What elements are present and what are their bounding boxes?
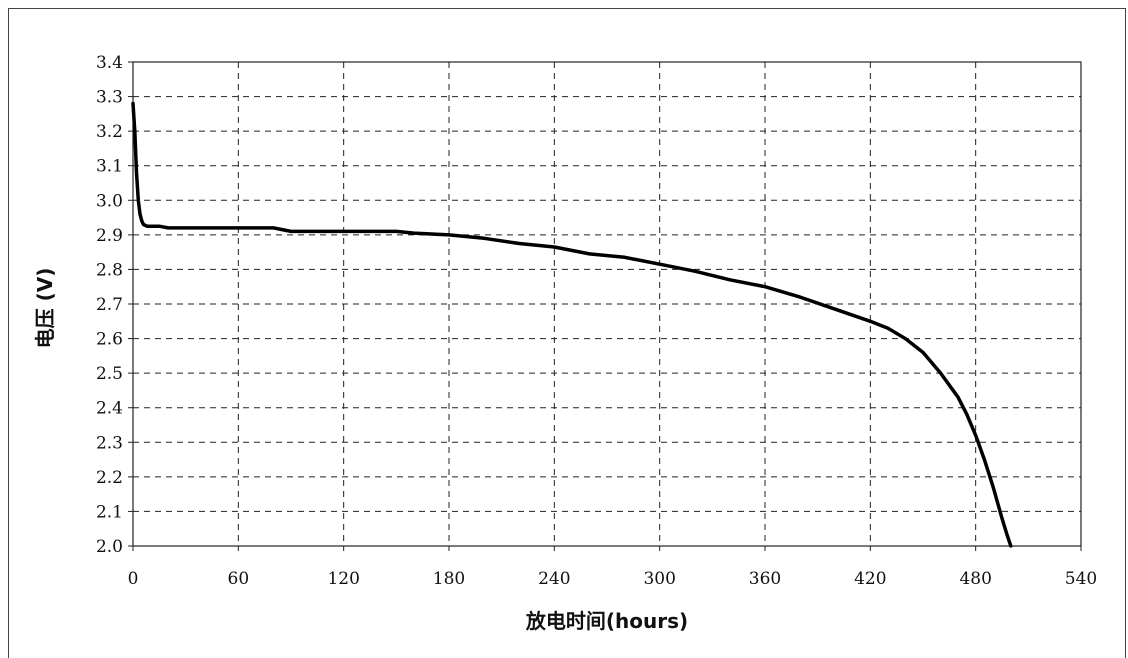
y-axis-label: 电压 (V) (33, 268, 57, 349)
x-tick-label: 540 (1065, 569, 1097, 589)
y-tick-label: 2.0 (96, 537, 123, 557)
x-axis-ticks: 0 60 120 180 240 300 360 420 480 540 (128, 546, 1097, 589)
y-tick-label: 3.3 (96, 88, 123, 108)
y-tick-label: 2.6 (96, 330, 123, 350)
y-tick-label: 2.3 (96, 433, 123, 453)
y-tick-label: 3.0 (96, 191, 123, 211)
x-tick-label: 480 (959, 569, 991, 589)
x-tick-label: 0 (128, 569, 139, 589)
x-tick-label: 180 (433, 569, 465, 589)
y-tick-label: 2.2 (96, 468, 123, 488)
x-tick-label: 60 (228, 569, 250, 589)
series-line-voltage (131, 101, 1013, 548)
y-tick-label: 3.4 (96, 53, 123, 73)
y-tick-label: 2.4 (96, 399, 123, 419)
x-axis-label: 放电时间(hours) (525, 609, 688, 633)
y-tick-label: 2.7 (96, 295, 123, 315)
y-tick-label: 2.9 (96, 226, 123, 246)
x-tick-label: 120 (327, 569, 359, 589)
x-tick-label: 240 (538, 569, 570, 589)
y-tick-label: 2.5 (96, 364, 123, 384)
grid-lines (133, 62, 1081, 546)
y-tick-label: 2.8 (96, 260, 123, 280)
x-tick-label: 300 (643, 569, 675, 589)
y-axis-ticks: 2.0 2.1 2.2 2.3 2.4 2.5 2.6 2.7 2.8 2.9 3.0 3.1 3.2 3… (96, 53, 133, 557)
y-tick-label: 3.2 (96, 122, 123, 142)
chart-frame (8, 8, 1126, 658)
x-tick-label: 420 (854, 569, 886, 589)
y-tick-label: 2.1 (96, 502, 123, 522)
x-tick-label: 360 (749, 569, 781, 589)
y-tick-label: 3.1 (96, 157, 123, 177)
